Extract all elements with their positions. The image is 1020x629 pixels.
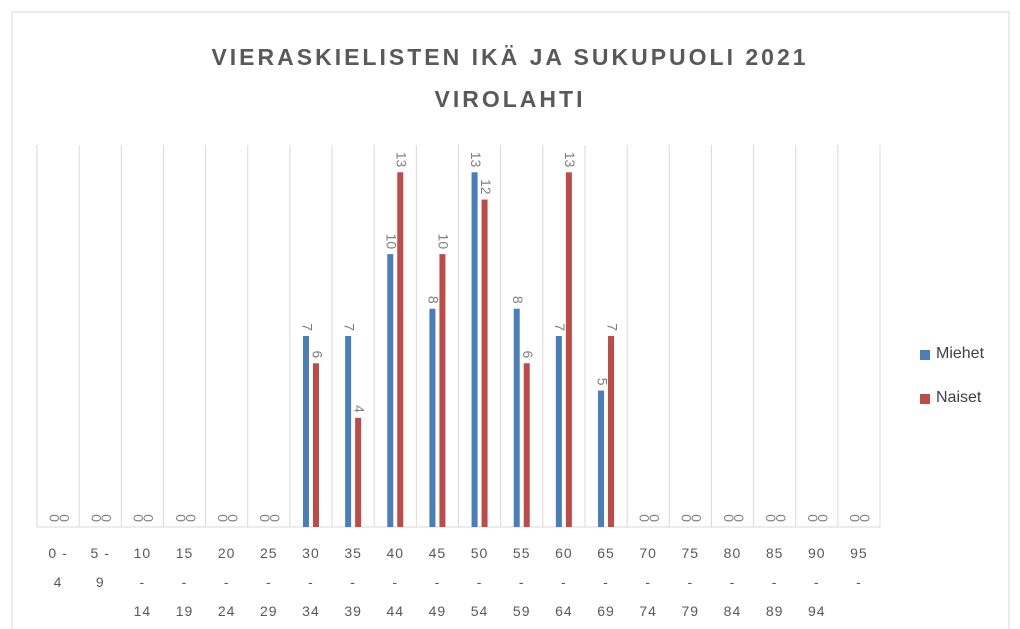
x-tick-label: 95 - <box>850 545 868 590</box>
value-label: 0 <box>815 514 831 522</box>
x-tick-label: 20 - 24 <box>217 545 236 619</box>
bar <box>523 363 530 527</box>
bar <box>429 308 436 527</box>
x-tick-label: 15 - 19 <box>175 545 194 619</box>
chart-border <box>11 11 1010 629</box>
value-label: 0 <box>689 514 705 522</box>
value-label: 0 <box>46 514 62 522</box>
bar <box>439 254 446 527</box>
x-tick-label: 30 - 34 <box>302 545 320 619</box>
bar <box>397 172 404 528</box>
bar <box>355 417 362 527</box>
value-label: 12 <box>478 179 494 195</box>
value-label: 0 <box>225 514 241 522</box>
value-label: 0 <box>215 514 231 522</box>
x-tick-label: 90 - 94 <box>807 545 826 619</box>
x-tick-label: 0 - 4 <box>48 545 68 590</box>
value-label: 0 <box>646 514 662 522</box>
legend-label: Naiset <box>936 389 982 406</box>
value-label: 0 <box>131 514 147 522</box>
value-label: 0 <box>141 514 157 522</box>
value-label: 10 <box>384 234 400 250</box>
value-label: 0 <box>56 514 72 522</box>
legend-swatch <box>920 350 930 360</box>
legend-label: Miehet <box>936 345 985 362</box>
bar <box>555 336 562 527</box>
x-tick-label: 70 - 74 <box>639 545 657 619</box>
bar <box>387 254 394 527</box>
value-label: 0 <box>847 514 863 522</box>
value-label: 8 <box>510 296 526 304</box>
bar <box>565 172 572 528</box>
value-label: 8 <box>426 296 442 304</box>
x-tick-label: 55 - 59 <box>512 545 531 619</box>
x-tick-label: 10 - 14 <box>133 545 152 619</box>
value-label: 0 <box>257 514 273 522</box>
x-tick-label: 65 - 69 <box>597 545 615 619</box>
value-label: 13 <box>468 152 484 168</box>
value-label: 0 <box>89 514 105 522</box>
bar <box>345 336 352 527</box>
bar <box>471 172 478 528</box>
value-label: 7 <box>299 323 315 331</box>
x-tick-label: 5 - 9 <box>90 545 110 590</box>
value-label: 5 <box>594 378 610 386</box>
value-label: 0 <box>857 514 873 522</box>
value-label: 0 <box>636 514 652 522</box>
x-tick-label: 85 - 89 <box>765 545 784 619</box>
legend-swatch <box>920 394 930 404</box>
value-label: 0 <box>679 514 695 522</box>
x-tick-label: 25 - 29 <box>260 545 278 619</box>
x-tick-label: 45 - 49 <box>428 545 447 619</box>
x-tick-label: 80 - 84 <box>723 545 742 619</box>
bar <box>598 390 605 527</box>
value-label: 0 <box>763 514 779 522</box>
value-label: 0 <box>267 514 283 522</box>
value-label: 13 <box>562 152 578 168</box>
bar <box>312 363 319 527</box>
value-label: 10 <box>436 234 452 250</box>
x-tick-label: 60 - 64 <box>555 545 573 619</box>
bar <box>513 308 520 527</box>
value-label: 4 <box>351 405 367 413</box>
value-label: 0 <box>183 514 199 522</box>
value-label: 0 <box>773 514 789 522</box>
chart-title: VIERASKIELISTEN IKÄ JA SUKUPUOLI 2021 VI… <box>211 44 809 112</box>
x-tick-label: 50 - 54 <box>470 545 489 619</box>
x-tick-label: 40 - 44 <box>386 545 405 619</box>
x-tick-label: 75 - 79 <box>681 545 700 619</box>
value-label: 0 <box>731 514 747 522</box>
value-label: 0 <box>99 514 115 522</box>
bar <box>302 336 309 527</box>
value-label: 7 <box>604 323 620 331</box>
value-label: 6 <box>309 350 325 358</box>
value-label: 13 <box>394 152 410 168</box>
value-label: 7 <box>341 323 357 331</box>
value-label: 0 <box>805 514 821 522</box>
value-label: 7 <box>552 323 568 331</box>
value-label: 6 <box>520 350 536 358</box>
bar <box>481 199 488 528</box>
value-label: 0 <box>721 514 737 522</box>
value-label: 0 <box>173 514 189 522</box>
x-tick-label: 35 - 39 <box>344 545 362 619</box>
bar <box>608 336 615 527</box>
